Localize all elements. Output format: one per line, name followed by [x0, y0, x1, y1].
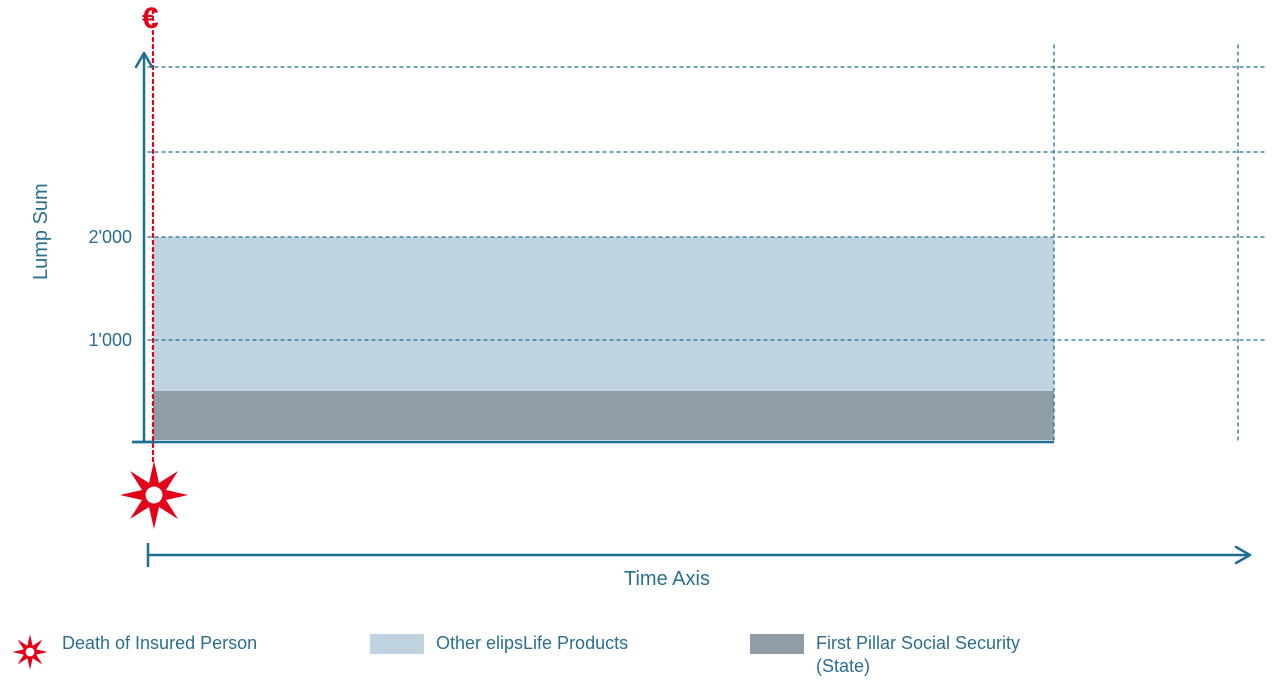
legend-item: Death of Insured Person — [10, 632, 257, 672]
legend-item: First Pillar Social Security (State) — [750, 632, 1076, 677]
y-tick: 1'000 — [72, 330, 132, 351]
band-first-pillar — [153, 391, 1054, 440]
y-tick: 2'000 — [72, 227, 132, 248]
euro-symbol: € — [142, 2, 159, 36]
x-axis-label: Time Axis — [624, 568, 710, 591]
legend-label: Death of Insured Person — [62, 632, 257, 655]
legend-burst-icon — [10, 632, 50, 672]
legend-label: First Pillar Social Security (State) — [816, 632, 1076, 677]
legend-swatch — [370, 634, 424, 654]
band-other-elipslife — [153, 237, 1054, 391]
y-axis-label: Lump Sum — [30, 183, 53, 280]
legend-swatch — [750, 634, 804, 654]
legend-label: Other elipsLife Products — [436, 632, 628, 655]
legend-item: Other elipsLife Products — [370, 632, 628, 655]
